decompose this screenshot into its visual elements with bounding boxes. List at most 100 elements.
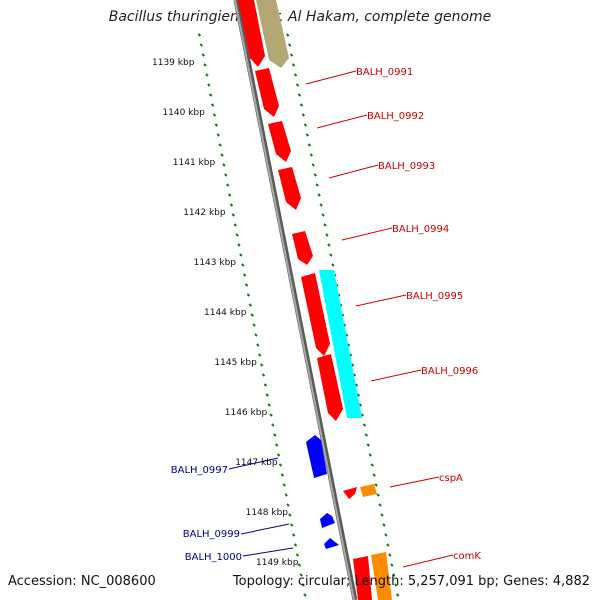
- inner-tick: [390, 563, 394, 567]
- gene-label-balh-0994[interactable]: BALH_0994: [392, 224, 449, 235]
- outer-tick: [299, 573, 303, 577]
- outer-tick: [242, 273, 247, 277]
- inner-tick: [287, 43, 292, 47]
- outer-tick: [231, 213, 236, 217]
- gene-label-balh-0992[interactable]: BALH_0992: [367, 111, 424, 122]
- rna-cspa[interactable]: [360, 484, 377, 497]
- cds-cspa[interactable]: [343, 487, 357, 499]
- outer-tick: [248, 303, 253, 307]
- outer-tick: [252, 323, 256, 327]
- outer-tick: [233, 223, 237, 227]
- inner-tick: [386, 543, 390, 547]
- label-leaders: [228, 70, 454, 568]
- outer-tick: [267, 403, 271, 407]
- inner-tick: [315, 183, 319, 187]
- cds-balh-1000[interactable]: [324, 538, 339, 549]
- cds-balh-0999[interactable]: [320, 513, 335, 528]
- outer-tick: [199, 43, 204, 47]
- cds-balh-0995a[interactable]: [292, 231, 313, 265]
- kbp-label: 1140 kbp: [162, 108, 205, 118]
- outer-tick: [201, 53, 205, 57]
- outer-tick: [254, 333, 258, 337]
- outer-tick: [303, 593, 307, 597]
- gene-label-balh-0993[interactable]: BALH_0993: [378, 161, 435, 172]
- inner-tick: [317, 193, 321, 197]
- inner-tick: [382, 523, 386, 527]
- inner-tick: [285, 33, 290, 37]
- gene-label-balh-1000[interactable]: BALH_1000: [185, 552, 242, 563]
- outer-tick: [274, 443, 279, 447]
- inner-tick: [305, 133, 310, 137]
- cds-balh-0994[interactable]: [278, 167, 301, 210]
- inner-tick: [370, 463, 374, 467]
- inner-tick: [293, 73, 298, 77]
- inner-tick: [380, 513, 384, 517]
- cds-comk[interactable]: [353, 556, 372, 600]
- outer-tick: [205, 73, 209, 77]
- feature-cyan[interactable]: [319, 270, 362, 418]
- outer-tick: [237, 243, 241, 247]
- gene-label-balh-0996[interactable]: BALH_0996: [421, 366, 478, 377]
- inner-tick: [301, 113, 306, 117]
- rna-comk[interactable]: [371, 552, 392, 600]
- outer-tick: [263, 383, 268, 387]
- outer-tick: [220, 153, 224, 157]
- kbp-label: 1148 kbp: [246, 508, 289, 518]
- inner-tick: [303, 123, 308, 127]
- inner-tick: [392, 573, 396, 577]
- cds-balh-0992[interactable]: [255, 68, 279, 117]
- inner-tick: [354, 383, 359, 387]
- inner-tick: [388, 553, 392, 557]
- inner-tick: [360, 413, 365, 417]
- cds-balh-0993[interactable]: [268, 121, 291, 162]
- gene-label-balh-0995[interactable]: BALH_0995: [406, 291, 463, 302]
- inner-tick: [364, 433, 368, 437]
- inner-tick: [311, 163, 315, 167]
- outer-tick-track: [197, 33, 307, 597]
- cds-balh-0995[interactable]: [301, 273, 330, 356]
- outer-tick: [209, 93, 213, 97]
- gene-label-balh-0997[interactable]: BALH_0997: [171, 465, 228, 476]
- cds-balh-0996[interactable]: [317, 354, 343, 421]
- kbp-label: 1149 kbp: [256, 558, 299, 568]
- inner-tick: [394, 583, 398, 587]
- kbp-label: 1144 kbp: [204, 308, 247, 318]
- cds-balh-0991[interactable]: [238, 0, 265, 67]
- outer-tick: [288, 513, 292, 517]
- inner-tick: [384, 533, 388, 537]
- outer-tick: [210, 103, 215, 107]
- outer-tick: [258, 353, 262, 357]
- outer-tick: [261, 373, 266, 377]
- gene-label-comk[interactable]: comK: [453, 551, 481, 562]
- kbp-label: 1145 kbp: [214, 358, 257, 368]
- outer-tick: [282, 483, 286, 487]
- outer-tick: [284, 493, 288, 497]
- outer-tick: [203, 63, 207, 67]
- gene-label-balh-0999[interactable]: BALH_0999: [183, 529, 240, 540]
- inner-tick: [331, 263, 335, 267]
- inner-tick: [313, 173, 317, 177]
- inner-tick: [374, 483, 378, 487]
- gene-label-balh-0991[interactable]: BALH_0991: [356, 67, 413, 78]
- outer-tick: [269, 413, 273, 417]
- outer-tick: [297, 563, 302, 567]
- outer-tick: [246, 293, 251, 297]
- cds-balh-0997[interactable]: [306, 435, 327, 478]
- outer-tick: [235, 233, 239, 237]
- inner-tick: [372, 473, 376, 477]
- accession-text: Accession: NC_008600: [8, 574, 156, 589]
- outer-tick: [301, 583, 305, 587]
- gene-label-cspa[interactable]: cspA: [439, 473, 463, 484]
- inner-tick: [327, 243, 331, 247]
- feature-track: [238, 0, 392, 600]
- feature-olive[interactable]: [256, 0, 289, 68]
- inner-tick: [368, 453, 372, 457]
- inner-tick: [323, 223, 327, 227]
- outer-tick: [273, 433, 277, 437]
- kbp-label: 1143 kbp: [194, 258, 237, 268]
- map-title: Bacillus thuringiensis str. Al Hakam, co…: [108, 9, 492, 25]
- outer-tick: [216, 133, 220, 137]
- outer-tick: [212, 113, 217, 117]
- inner-tick: [307, 143, 312, 147]
